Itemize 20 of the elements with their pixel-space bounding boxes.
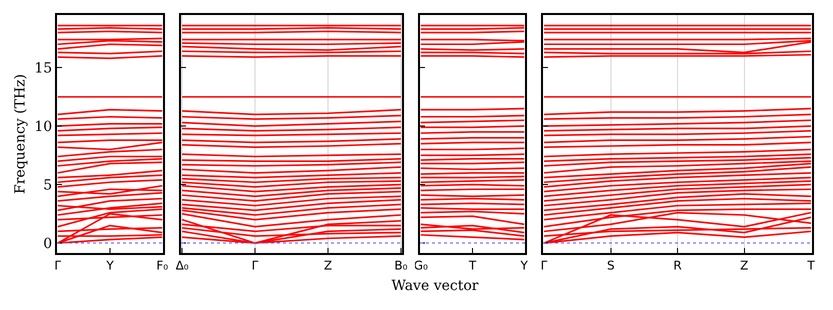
y-tick-label: 0	[43, 236, 52, 252]
x-tick-label: B₀	[394, 258, 408, 272]
x-tick-label: Δ₀	[176, 258, 189, 272]
x-tick-label: T	[806, 258, 816, 272]
x-tick-label: Z	[740, 258, 748, 272]
x-tick-label: T	[468, 258, 477, 272]
x-tick-label: Z	[324, 258, 332, 272]
x-tick-label: Γ	[54, 258, 62, 272]
x-axis-title: Wave vector	[392, 278, 478, 294]
x-tick-label: Y	[520, 258, 529, 272]
x-tick-label: Γ	[540, 258, 548, 272]
x-tick-label: R	[673, 258, 682, 272]
x-tick-label: F₀	[156, 258, 168, 272]
y-tick-label: 5	[43, 177, 52, 194]
y-tick-label: 10	[34, 119, 52, 136]
x-tick-label: S	[606, 258, 615, 272]
y-axis-title: Frequency (THz)	[12, 74, 28, 194]
x-tick-label: Γ	[252, 258, 259, 272]
y-tick-label: 15	[34, 60, 52, 77]
x-tick-label: Y	[105, 258, 114, 272]
